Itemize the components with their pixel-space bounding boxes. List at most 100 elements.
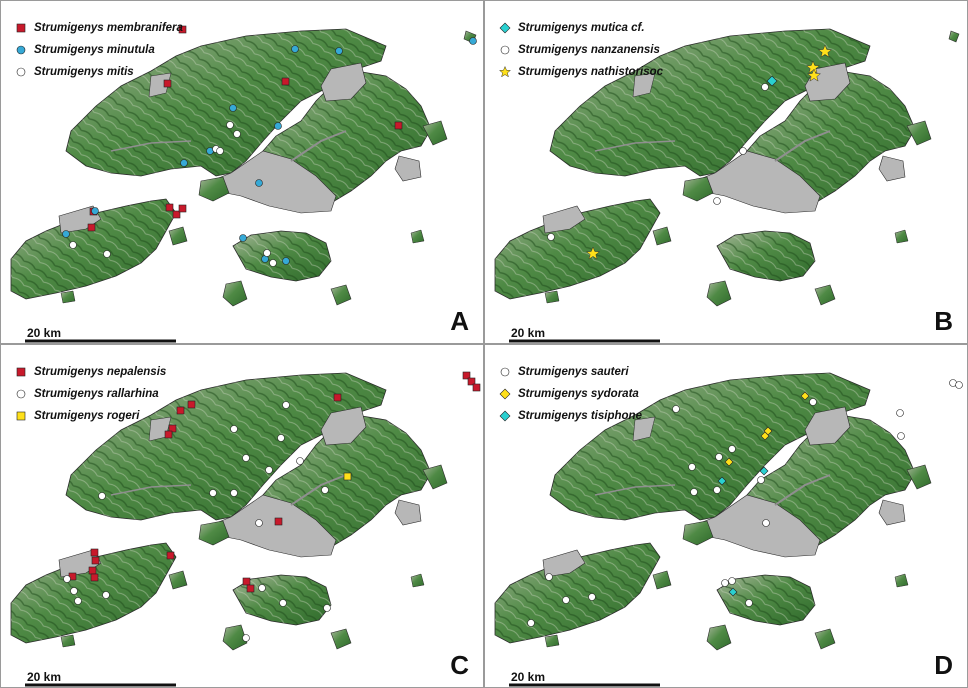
- legend-label: Strumigenys tisiphone: [518, 410, 642, 422]
- legend-item: Strumigenys mutica cf.: [499, 17, 663, 39]
- marker-nepalensis: [246, 584, 255, 593]
- marker-membranifera: [178, 204, 187, 213]
- map-d: [494, 372, 963, 687]
- marker-tisiphone: [759, 466, 769, 476]
- marker-minutula: [469, 37, 477, 45]
- legend-item: Strumigenys sauteri: [499, 361, 642, 383]
- marker-nepalensis: [242, 577, 251, 586]
- legend-item: Strumigenys rallarhina: [15, 383, 166, 405]
- legend-label: Strumigenys membranifera: [34, 22, 183, 34]
- marker-mitis: [269, 259, 277, 267]
- marker-nepalensis: [88, 566, 97, 575]
- marker-membranifera: [394, 121, 403, 130]
- red-square-icon: [16, 23, 26, 33]
- marker-nanzanensis: [547, 233, 555, 241]
- marker-nepalensis: [164, 430, 173, 439]
- marker-sauteri: [688, 463, 696, 471]
- marker-rallarhina: [282, 401, 290, 409]
- marker-minutula: [335, 47, 343, 55]
- legend-b: Strumigenys mutica cf. Strumigenys nanza…: [499, 17, 663, 83]
- legend-label: Strumigenys rallarhina: [34, 388, 159, 400]
- marker-minutula: [180, 159, 188, 167]
- marker-nepalensis: [462, 371, 471, 380]
- legend-item: Strumigenys tisiphone: [499, 405, 642, 427]
- map-c: [10, 371, 481, 687]
- legend-item: Strumigenys mitis: [15, 61, 183, 83]
- red-square-icon: [16, 367, 26, 377]
- marker-minutula: [291, 45, 299, 53]
- map-a: [10, 25, 477, 343]
- marker-nathistorisoc: [805, 60, 821, 74]
- marker-rallarhina: [74, 597, 82, 605]
- marker-nepalensis: [90, 573, 99, 582]
- marker-sydorata: [760, 431, 770, 441]
- map-panel-d: Strumigenys sauteri Strumigenys sydorata…: [484, 344, 968, 688]
- marker-sauteri: [690, 488, 698, 496]
- legend-item: Strumigenys sydorata: [499, 383, 642, 405]
- blue-circle-icon: [16, 45, 26, 55]
- marker-mitis: [69, 241, 77, 249]
- marker-sauteri: [672, 405, 680, 413]
- legend-item: Strumigenys rogeri: [15, 405, 166, 427]
- marker-minutula: [239, 234, 247, 242]
- marker-sauteri: [809, 398, 817, 406]
- panel-letter: C: [450, 650, 469, 680]
- map-panel-a: Strumigenys membranifera Strumigenys min…: [0, 0, 484, 344]
- marker-sauteri: [762, 519, 770, 527]
- marker-sauteri: [897, 432, 905, 440]
- occurrence-markers: [63, 371, 481, 642]
- marker-nanzanensis: [739, 147, 747, 155]
- marker-rallarhina: [279, 599, 287, 607]
- legend-label: Strumigenys sauteri: [518, 366, 629, 378]
- marker-rallarhina: [321, 486, 329, 494]
- legend-label: Strumigenys nepalensis: [34, 366, 167, 378]
- occurrence-markers: [62, 25, 477, 267]
- marker-nanzanensis: [761, 83, 769, 91]
- marker-nathistorisoc: [806, 68, 822, 82]
- marker-sauteri: [715, 453, 723, 461]
- marker-sauteri: [562, 596, 570, 604]
- marker-nathistorisoc: [817, 44, 833, 58]
- legend-item: Strumigenys membranifera: [15, 17, 183, 39]
- marker-sauteri: [713, 486, 721, 494]
- white-circle-icon: [500, 367, 510, 377]
- marker-rallarhina: [277, 434, 285, 442]
- marker-mitis: [233, 130, 241, 138]
- marker-minutula: [255, 179, 263, 187]
- marker-mitis: [216, 147, 224, 155]
- marker-rallarhina: [230, 489, 238, 497]
- marker-minutula: [274, 122, 282, 130]
- marker-sauteri: [721, 579, 729, 587]
- legend-label: Strumigenys mutica cf.: [518, 22, 645, 34]
- cyan-diamond-icon: [499, 410, 511, 422]
- marker-membranifera: [87, 223, 96, 232]
- marker-rallarhina: [63, 575, 71, 583]
- legend-c: Strumigenys nepalensis Strumigenys ralla…: [15, 361, 166, 427]
- marker-nepalensis: [176, 406, 185, 415]
- marker-sauteri: [588, 593, 596, 601]
- marker-nepalensis: [90, 548, 99, 557]
- marker-nathistorisoc: [585, 246, 601, 260]
- marker-mitis: [263, 249, 271, 257]
- marker-mitis: [226, 121, 234, 129]
- marker-minutula: [229, 104, 237, 112]
- cyan-diamond-icon: [499, 22, 511, 34]
- marker-sydorata: [800, 391, 810, 401]
- marker-nepalensis: [168, 424, 177, 433]
- marker-rogeri: [343, 472, 352, 481]
- marker-membranifera: [178, 25, 187, 34]
- marker-rallarhina: [209, 489, 217, 497]
- marker-nepalensis: [472, 383, 481, 392]
- marker-tisiphone: [728, 587, 738, 597]
- marker-nanzanensis: [713, 197, 721, 205]
- marker-rallarhina: [242, 454, 250, 462]
- marker-sauteri: [545, 573, 553, 581]
- marker-tisiphone: [717, 476, 727, 486]
- legend-item: Strumigenys nanzanensis: [499, 39, 663, 61]
- marker-sauteri: [757, 476, 765, 484]
- yellow-diamond-icon: [499, 388, 511, 400]
- legend-item: Strumigenys minutula: [15, 39, 183, 61]
- scale-bar-label: 20 km: [27, 670, 62, 684]
- scale-bar-label: 20 km: [511, 326, 546, 340]
